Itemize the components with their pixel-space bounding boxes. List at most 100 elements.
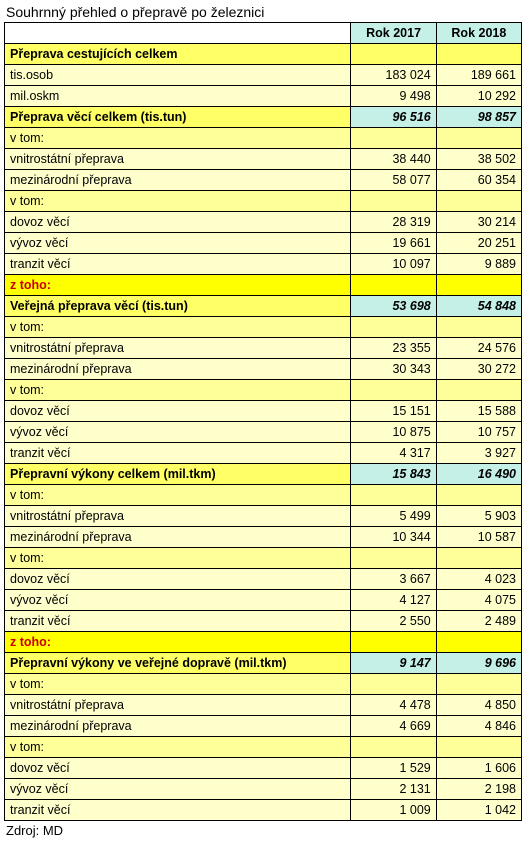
row-label: mezinárodní přeprava xyxy=(5,527,351,548)
row-label: tranzit věcí xyxy=(5,800,351,821)
row-value: 24 576 xyxy=(436,338,521,359)
row-value: 15 151 xyxy=(351,401,436,422)
row-value xyxy=(351,632,436,653)
row-value: 30 343 xyxy=(351,359,436,380)
table-row: v tom: xyxy=(5,128,522,149)
table-row: Veřejná přeprava věcí (tis.tun)53 69854 … xyxy=(5,296,522,317)
row-label: mezinárodní přeprava xyxy=(5,716,351,737)
row-value: 4 127 xyxy=(351,590,436,611)
row-value: 30 272 xyxy=(436,359,521,380)
row-value xyxy=(351,317,436,338)
table-row: vývoz věcí4 1274 075 xyxy=(5,590,522,611)
row-label: vnitrostátní přeprava xyxy=(5,695,351,716)
row-value: 5 499 xyxy=(351,506,436,527)
row-label: v tom: xyxy=(5,128,351,149)
row-label: vnitrostátní přeprava xyxy=(5,338,351,359)
row-label: tis.osob xyxy=(5,65,351,86)
table-row: tranzit věcí10 0979 889 xyxy=(5,254,522,275)
row-value xyxy=(436,191,521,212)
row-value: 30 214 xyxy=(436,212,521,233)
table-row: vývoz věcí10 87510 757 xyxy=(5,422,522,443)
table-row: vnitrostátní přeprava23 35524 576 xyxy=(5,338,522,359)
row-label: v tom: xyxy=(5,317,351,338)
row-value: 2 550 xyxy=(351,611,436,632)
table-row: mil.oskm9 49810 292 xyxy=(5,86,522,107)
row-label: dovoz věcí xyxy=(5,758,351,779)
table-row: mezinárodní přeprava30 34330 272 xyxy=(5,359,522,380)
table-row: v tom: xyxy=(5,485,522,506)
row-value: 2 489 xyxy=(436,611,521,632)
table-row: v tom: xyxy=(5,317,522,338)
table-row: tranzit věcí4 3173 927 xyxy=(5,443,522,464)
row-label: v tom: xyxy=(5,674,351,695)
row-value: 54 848 xyxy=(436,296,521,317)
row-value: 4 846 xyxy=(436,716,521,737)
row-label: tranzit věcí xyxy=(5,254,351,275)
row-value xyxy=(436,128,521,149)
table-row: dovoz věcí3 6674 023 xyxy=(5,569,522,590)
row-value xyxy=(436,737,521,758)
row-value: 20 251 xyxy=(436,233,521,254)
row-value: 9 147 xyxy=(351,653,436,674)
row-value: Rok 2017 xyxy=(351,23,436,44)
row-label: Veřejná přeprava věcí (tis.tun) xyxy=(5,296,351,317)
rail-transport-table: Rok 2017Rok 2018Přeprava cestujících cel… xyxy=(4,22,522,821)
row-value: 4 850 xyxy=(436,695,521,716)
row-value: 38 502 xyxy=(436,149,521,170)
row-value: 189 661 xyxy=(436,65,521,86)
row-value xyxy=(351,548,436,569)
row-label: mezinárodní přeprava xyxy=(5,170,351,191)
table-row: tranzit věcí2 5502 489 xyxy=(5,611,522,632)
table-row: Přepravní výkony celkem (mil.tkm)15 8431… xyxy=(5,464,522,485)
row-value: 3 927 xyxy=(436,443,521,464)
row-value xyxy=(351,674,436,695)
table-row: dovoz věcí15 15115 588 xyxy=(5,401,522,422)
row-label: Přepravní výkony ve veřejné dopravě (mil… xyxy=(5,653,351,674)
table-row: Rok 2017Rok 2018 xyxy=(5,23,522,44)
row-label: tranzit věcí xyxy=(5,443,351,464)
row-label: v tom: xyxy=(5,737,351,758)
table-row: v tom: xyxy=(5,548,522,569)
table-row: Přeprava cestujících celkem xyxy=(5,44,522,65)
row-value: 1 606 xyxy=(436,758,521,779)
row-value: 1 042 xyxy=(436,800,521,821)
row-value xyxy=(436,317,521,338)
row-label: vývoz věcí xyxy=(5,233,351,254)
row-label: v tom: xyxy=(5,380,351,401)
row-value: 9 498 xyxy=(351,86,436,107)
table-row: v tom: xyxy=(5,674,522,695)
row-label: vývoz věcí xyxy=(5,422,351,443)
row-value: 28 319 xyxy=(351,212,436,233)
page-title: Souhrnný přehled o přepravě po železnici xyxy=(4,4,522,20)
row-label: Přepravní výkony celkem (mil.tkm) xyxy=(5,464,351,485)
row-value: 183 024 xyxy=(351,65,436,86)
row-value xyxy=(436,275,521,296)
row-label: vývoz věcí xyxy=(5,779,351,800)
row-label: v tom: xyxy=(5,191,351,212)
row-value xyxy=(351,485,436,506)
row-value: 98 857 xyxy=(436,107,521,128)
table-row: vnitrostátní přeprava38 44038 502 xyxy=(5,149,522,170)
row-label: Přeprava cestujících celkem xyxy=(5,44,351,65)
row-label: dovoz věcí xyxy=(5,569,351,590)
row-label: vnitrostátní přeprava xyxy=(5,506,351,527)
row-label: z toho: xyxy=(5,632,351,653)
row-value xyxy=(351,128,436,149)
table-row: z toho: xyxy=(5,275,522,296)
table-row: mezinárodní přeprava4 6694 846 xyxy=(5,716,522,737)
row-value: 15 843 xyxy=(351,464,436,485)
row-value: 4 478 xyxy=(351,695,436,716)
row-value: 10 344 xyxy=(351,527,436,548)
source-label: Zdroj: MD xyxy=(4,823,522,838)
row-value: 10 292 xyxy=(436,86,521,107)
row-label: dovoz věcí xyxy=(5,212,351,233)
table-row: z toho: xyxy=(5,632,522,653)
row-value: 4 669 xyxy=(351,716,436,737)
table-row: dovoz věcí28 31930 214 xyxy=(5,212,522,233)
row-label: v tom: xyxy=(5,548,351,569)
row-label: Přeprava věcí celkem (tis.tun) xyxy=(5,107,351,128)
table-row: vnitrostátní přeprava4 4784 850 xyxy=(5,695,522,716)
table-row: v tom: xyxy=(5,191,522,212)
table-row: vnitrostátní přeprava5 4995 903 xyxy=(5,506,522,527)
row-value: 3 667 xyxy=(351,569,436,590)
